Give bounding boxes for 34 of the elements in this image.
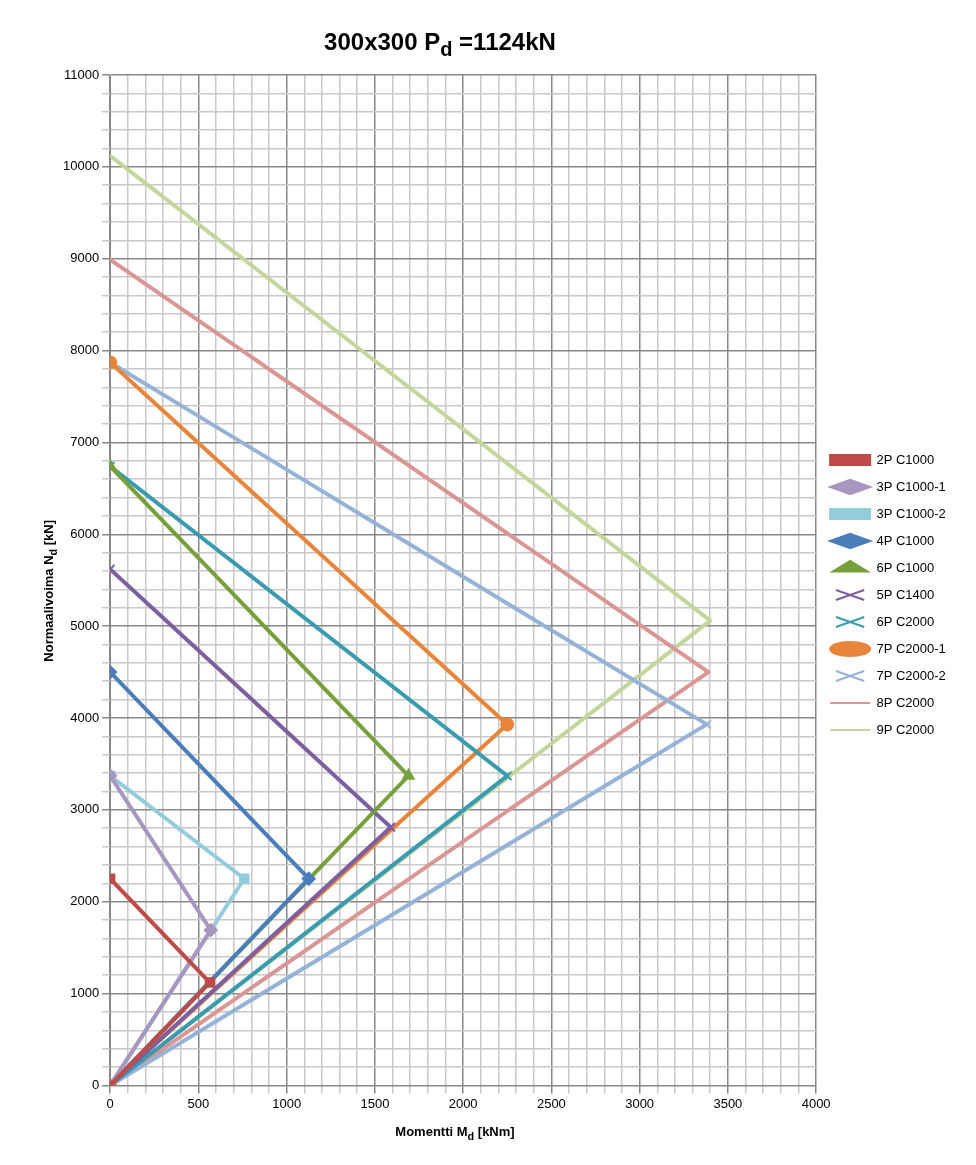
legend-label: 7P C2000-1	[876, 640, 946, 656]
y-tick-label: 5000	[70, 617, 100, 633]
x-tick-label: 1000	[272, 1095, 302, 1111]
x-tick-label: 2500	[536, 1095, 566, 1111]
y-tick-label: 1000	[70, 985, 100, 1001]
legend-label: 7P C2000-2	[876, 667, 946, 683]
chart-title: 300x300 P$_{d}$ =1124kN	[323, 28, 557, 61]
y-tick-label: 10000	[62, 158, 100, 174]
legend-label: 3P C1000-2	[876, 505, 946, 521]
y-tick-label: 11000	[63, 66, 100, 82]
legend-label: 6P C2000	[876, 613, 935, 629]
x-tick-label: 500	[187, 1095, 210, 1111]
x-axis-title: Momentti M$_{d}$ [kNm]	[394, 1124, 516, 1142]
legend-label: 2P C1000	[876, 451, 935, 467]
legend-label: 5P C1400	[876, 586, 935, 602]
x-tick-label: 3000	[625, 1095, 655, 1111]
y-tick-label: 9000	[70, 250, 100, 266]
legend-label: 9P C2000	[876, 721, 935, 737]
legend-label: 3P C1000-1	[876, 478, 946, 494]
x-tick-label: 3500	[713, 1095, 743, 1111]
legend-label: 8P C2000	[876, 694, 935, 710]
y-tick-label: 4000	[70, 709, 100, 725]
y-tick-label: 8000	[70, 342, 100, 358]
y-tick-label: 3000	[70, 801, 100, 817]
legend-label: 4P C1000	[876, 532, 935, 548]
legend-label: 6P C1000	[876, 559, 935, 575]
x-tick-label: 2000	[448, 1095, 478, 1111]
y-tick-label: 0	[91, 1076, 100, 1092]
x-tick-label: 4000	[801, 1095, 831, 1111]
y-tick-label: 2000	[70, 893, 100, 909]
x-tick-label: 1500	[360, 1095, 390, 1111]
x-tick-label: 0	[106, 1095, 114, 1111]
y-tick-label: 7000	[70, 434, 100, 449]
y-tick-label: 6000	[70, 525, 100, 541]
